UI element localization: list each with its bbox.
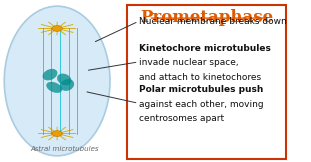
Text: Nuclear membrane breaks down: Nuclear membrane breaks down [139, 17, 286, 26]
Ellipse shape [46, 82, 62, 93]
Circle shape [52, 26, 62, 31]
Text: against each other, moving: against each other, moving [139, 100, 263, 109]
Text: Astral microtubules: Astral microtubules [30, 146, 99, 152]
Text: Prometaphase: Prometaphase [141, 9, 274, 26]
Ellipse shape [57, 74, 72, 85]
Ellipse shape [60, 79, 74, 91]
Text: Kinetochore microtubules: Kinetochore microtubules [139, 44, 271, 53]
Text: and attach to kinetochores: and attach to kinetochores [139, 73, 261, 81]
Circle shape [52, 131, 62, 136]
Text: centrosomes apart: centrosomes apart [139, 114, 224, 123]
Text: invade nuclear space,: invade nuclear space, [139, 58, 238, 67]
Ellipse shape [4, 6, 110, 156]
Text: Polar microtubules push: Polar microtubules push [139, 85, 263, 94]
Ellipse shape [43, 69, 58, 80]
